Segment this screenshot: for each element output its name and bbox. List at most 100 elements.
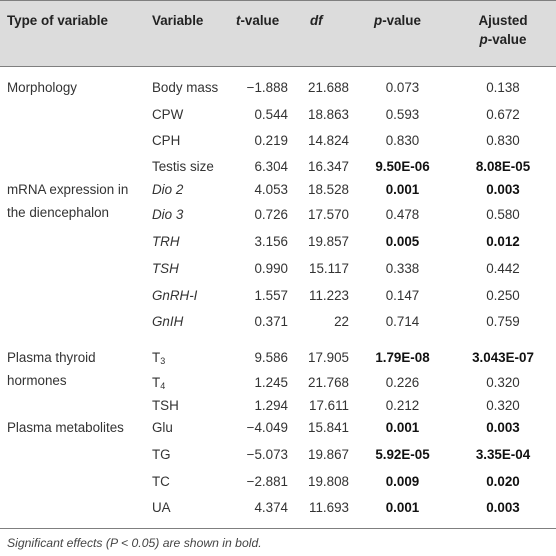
row-p-value: 0.005: [385, 234, 420, 249]
row-variable-text: TSH: [152, 398, 179, 413]
row-t-value: −4.049: [246, 420, 288, 435]
header-p-italic: p: [374, 13, 383, 28]
row-df: 17.611: [309, 398, 349, 413]
row-adjusted-p-value: 0.012: [486, 234, 520, 249]
row-df: 17.905: [308, 350, 349, 365]
row-p-value: 0.073: [385, 80, 420, 95]
row-variable: TRH: [152, 234, 180, 250]
header-p-value: p-value: [374, 13, 421, 29]
row-p-value: 0.147: [385, 288, 420, 303]
row-df: 18.863: [308, 107, 349, 122]
row-variable-text: Testis size: [152, 159, 214, 174]
group-label-mrna-line2: the diencephalon: [7, 205, 110, 220]
row-variable-text: TRH: [152, 234, 180, 249]
row-variable-text: TSH: [152, 261, 179, 276]
row-variable-text: GnRH-I: [152, 288, 198, 303]
row-variable: UA: [152, 500, 171, 516]
row-p-value: 9.50E-06: [375, 159, 430, 174]
row-variable: T3: [152, 350, 165, 366]
row-variable-text: Dio 3: [152, 207, 184, 222]
row-adjusted-p-value: 0.580: [486, 207, 520, 222]
row-adjusted-p-value: 0.672: [486, 107, 520, 122]
row-adjusted-p-value: 0.003: [486, 500, 520, 515]
group-label-metabolites: Plasma metabolites: [7, 420, 124, 435]
header-adjusted-line1: Ajusted: [478, 13, 528, 28]
row-t-value: 1.557: [254, 288, 288, 303]
row-variable-text: Glu: [152, 420, 173, 435]
group-label-morphology: Morphology: [7, 80, 77, 95]
row-df: 19.808: [308, 474, 349, 489]
row-variable: Testis size: [152, 159, 214, 175]
row-adjusted-p-value: 3.043E-07: [472, 350, 534, 365]
row-t-value: 9.586: [254, 350, 288, 365]
row-adjusted-p-value: 0.020: [486, 474, 520, 489]
row-adjusted-p-value: 0.003: [486, 420, 520, 435]
row-t-value: −2.881: [246, 474, 288, 489]
row-p-value: 0.338: [385, 261, 420, 276]
row-p-value: 0.009: [385, 474, 420, 489]
row-t-value: 0.726: [254, 207, 288, 222]
row-df: 19.857: [308, 234, 349, 249]
group-label-thyroid-line2: hormones: [7, 373, 67, 388]
group-label-mrna-line1: mRNA expression in: [7, 182, 129, 197]
row-variable: Dio 3: [152, 207, 183, 223]
table-footnote: Significant effects (P < 0.05) are shown…: [7, 536, 262, 550]
row-df: 14.824: [308, 133, 349, 148]
row-p-value: 0.212: [385, 398, 420, 413]
row-df: 15.117: [309, 261, 349, 276]
row-adjusted-p-value: 8.08E-05: [475, 159, 531, 174]
row-p-value: 0.830: [385, 133, 420, 148]
header-rule: [0, 66, 556, 67]
row-df: 16.347: [308, 159, 349, 174]
row-df: 22: [334, 314, 349, 329]
row-variable: GnIH: [152, 314, 183, 330]
row-variable: CPW: [152, 107, 183, 123]
row-variable-text: CPW: [152, 107, 184, 122]
header-t-value: t-value: [236, 13, 279, 29]
header-df: df: [310, 13, 323, 28]
row-variable: TG: [152, 447, 171, 463]
header-adjusted-p-italic: p: [479, 32, 488, 47]
row-t-value: 0.990: [254, 261, 288, 276]
row-t-value: 4.374: [254, 500, 288, 515]
group-label-thyroid-line1: Plasma thyroid: [7, 350, 96, 365]
row-variable-text: Body mass: [152, 80, 219, 95]
row-variable-text: TG: [152, 447, 171, 462]
row-variable-text: GnIH: [152, 314, 184, 329]
row-adjusted-p-value: 0.003: [486, 182, 520, 197]
row-df: 18.528: [308, 182, 349, 197]
row-t-value: 0.219: [254, 133, 288, 148]
row-variable: CPH: [152, 133, 180, 149]
table-header-background: [0, 0, 556, 66]
row-variable: Dio 2: [152, 182, 183, 198]
row-variable-text: UA: [152, 500, 171, 515]
row-adjusted-p-value: 0.442: [486, 261, 520, 276]
row-variable-text: TC: [152, 474, 170, 489]
row-variable: GnRH-I: [152, 288, 197, 304]
row-t-value: 6.304: [254, 159, 288, 174]
bottom-rule: [0, 528, 556, 529]
row-df: 17.570: [308, 207, 349, 222]
header-type-of-variable: Type of variable: [7, 13, 108, 28]
row-p-value: 0.593: [385, 107, 420, 122]
row-t-value: 1.245: [254, 375, 288, 390]
row-t-value: −5.073: [246, 447, 288, 462]
row-variable: T4: [152, 375, 165, 391]
row-p-value: 0.001: [385, 500, 420, 515]
row-variable: TSH: [152, 261, 179, 277]
row-df: 21.688: [308, 80, 349, 95]
top-rule: [0, 0, 556, 1]
row-variable: Body mass: [152, 80, 218, 96]
row-p-value: 0.714: [385, 314, 420, 329]
row-variable-text: CPH: [152, 133, 181, 148]
row-p-value: 0.001: [385, 420, 420, 435]
row-variable: TC: [152, 474, 170, 490]
header-t-italic: t: [236, 13, 241, 28]
row-t-value: 3.156: [254, 234, 288, 249]
row-variable-text: Dio 2: [152, 182, 184, 197]
row-t-value: 0.544: [254, 107, 288, 122]
row-df: 11.693: [309, 500, 349, 515]
row-p-value: 0.001: [385, 182, 420, 197]
row-df: 19.867: [308, 447, 349, 462]
row-df: 15.841: [308, 420, 349, 435]
